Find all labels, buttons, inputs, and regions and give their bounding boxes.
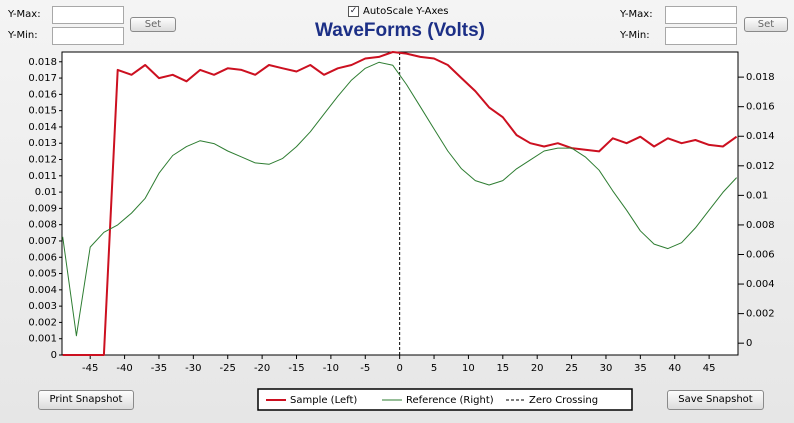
x-tick-label: 25: [565, 363, 578, 374]
autoscale-label: AutoScale Y-Axes: [363, 6, 449, 17]
y-tick-label: 0.005: [28, 269, 57, 280]
x-tick-label: -30: [185, 363, 201, 374]
y-tick-label: 0.011: [28, 171, 57, 182]
y-tick-label: 0.009: [28, 203, 57, 214]
y2-tick-label: 0.012: [746, 161, 775, 172]
y-tick-label: 0: [51, 350, 57, 361]
y-tick-label: 0.002: [28, 317, 57, 328]
legend-label: Sample (Left): [290, 395, 357, 406]
y-tick-label: 0.012: [28, 155, 57, 166]
x-tick-label: -25: [220, 363, 236, 374]
set-button[interactable]: Set: [744, 17, 788, 32]
y2-tick-label: 0.01: [746, 190, 768, 201]
x-tick-label: -20: [254, 363, 270, 374]
series-line: [62, 61, 737, 337]
y-tick-label: 0.008: [28, 220, 57, 231]
y2-tick-label: 0.016: [746, 102, 775, 113]
x-tick-label: -40: [116, 363, 132, 374]
y2-tick-label: 0.004: [746, 279, 775, 290]
y-min-input[interactable]: [665, 27, 737, 45]
autoscale-checkbox[interactable]: ✓: [348, 6, 359, 17]
y-tick-label: 0.015: [28, 106, 57, 117]
x-tick-label: -5: [360, 363, 370, 374]
y-tick-label: 0.01: [35, 187, 57, 198]
legend-box: [257, 388, 633, 411]
x-tick-label: 10: [462, 363, 475, 374]
x-tick-label: 30: [600, 363, 613, 374]
y2-tick-label: 0.018: [746, 72, 775, 83]
x-tick-label: 40: [668, 363, 681, 374]
x-tick-label: -45: [82, 363, 98, 374]
y-max-label: Y-Max:: [8, 9, 41, 20]
legend-label: Zero Crossing: [529, 395, 598, 406]
chart-title: WaveForms (Volts): [315, 20, 485, 41]
x-tick-label: -10: [323, 363, 339, 374]
y-tick-label: 0.016: [28, 89, 57, 100]
x-tick-label: -15: [288, 363, 304, 374]
set-button[interactable]: Set: [130, 17, 176, 32]
y2-tick-label: 0: [746, 338, 752, 349]
y-tick-label: 0.004: [28, 285, 57, 296]
legend-label: Reference (Right): [406, 395, 494, 406]
y-min-label: Y-Min:: [620, 30, 650, 41]
x-tick-label: -35: [151, 363, 167, 374]
y-min-label: Y-Min:: [8, 30, 38, 41]
x-tick-label: 35: [634, 363, 647, 374]
y-max-input[interactable]: [665, 6, 737, 24]
y2-tick-label: 0.014: [746, 131, 775, 142]
x-tick-label: 45: [703, 363, 716, 374]
print-snapshot-button[interactable]: Print Snapshot: [38, 390, 134, 410]
x-tick-label: 20: [531, 363, 544, 374]
y-tick-label: 0.013: [28, 138, 57, 149]
save-snapshot-button[interactable]: Save Snapshot: [667, 390, 764, 410]
y-tick-label: 0.014: [28, 122, 57, 133]
y2-tick-label: 0.008: [746, 220, 775, 231]
y2-tick-label: 0.006: [746, 249, 775, 260]
y-tick-label: 0.017: [28, 73, 57, 84]
x-tick-label: 15: [496, 363, 509, 374]
y-tick-label: 0.006: [28, 252, 57, 263]
y-tick-label: 0.018: [28, 57, 57, 68]
y-tick-label: 0.001: [28, 334, 57, 345]
y-max-label: Y-Max:: [620, 9, 653, 20]
y-max-input[interactable]: [52, 6, 124, 24]
y2-tick-label: 0.002: [746, 309, 775, 320]
x-tick-label: 5: [431, 363, 437, 374]
y-min-input[interactable]: [52, 27, 124, 45]
legend: Sample (Left) Reference (Right) Zero Cross…: [257, 388, 633, 411]
series-line: [62, 51, 738, 356]
y-tick-label: 0.007: [28, 236, 57, 247]
x-tick-label: 0: [396, 363, 402, 374]
y-tick-label: 0.003: [28, 301, 57, 312]
